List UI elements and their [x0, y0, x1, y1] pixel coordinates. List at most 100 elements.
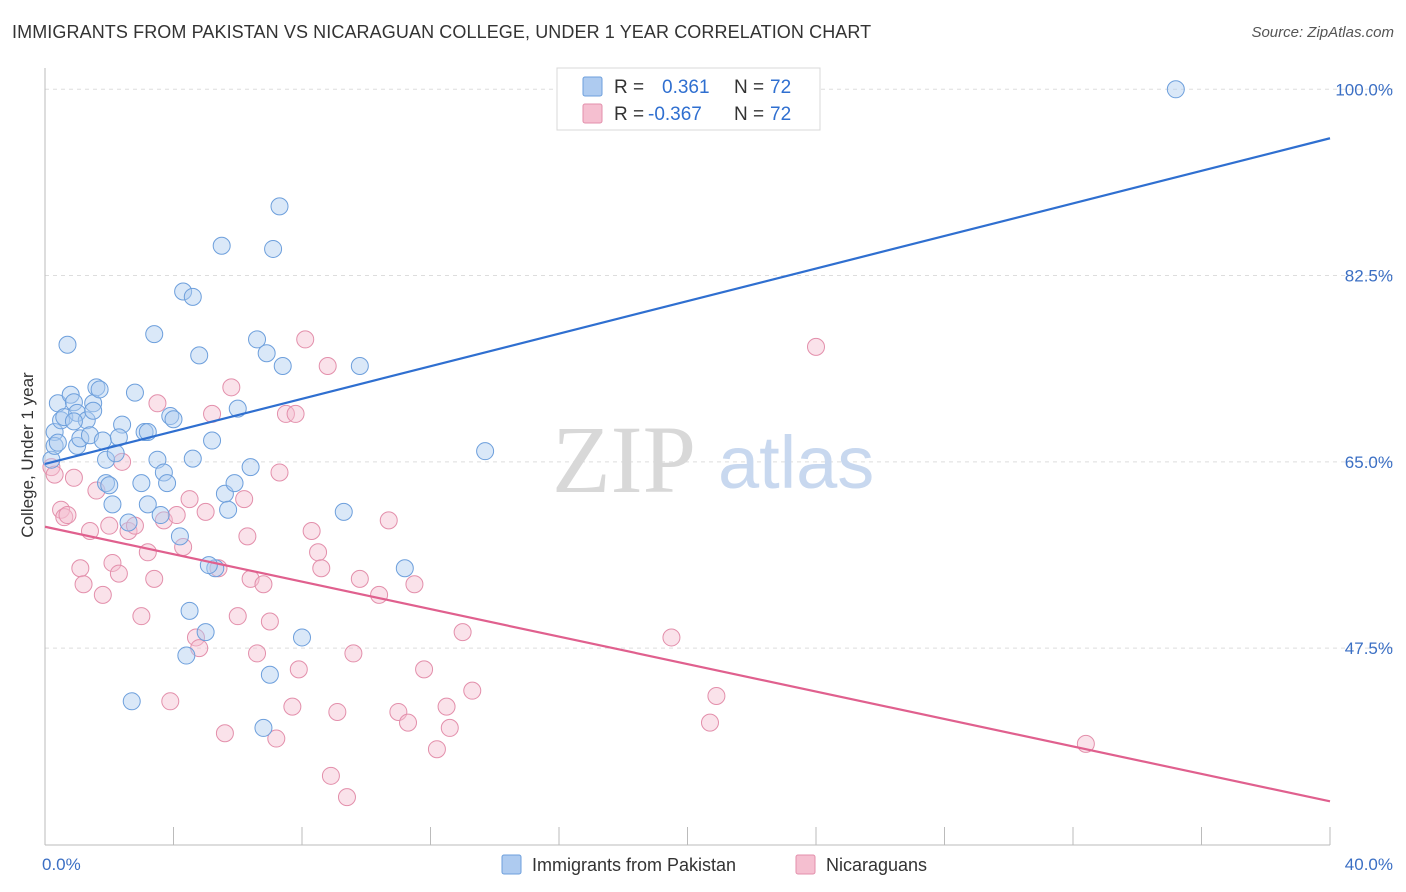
nicaraguan-point-62	[427, 740, 446, 759]
nicaraguan-point-65	[453, 623, 472, 642]
nicaraguan-point-28	[196, 502, 215, 521]
nicaraguan-point-13	[109, 564, 128, 583]
pakistan-point-6	[58, 335, 77, 354]
pakistan-point-58	[334, 502, 353, 521]
pakistan-point-39	[183, 449, 202, 468]
y-tick-label-2: 82.5%	[1345, 267, 1393, 286]
nicaraguan-point-12	[103, 553, 122, 572]
nicaraguan-point-55	[350, 569, 369, 588]
pakistan-point-52	[248, 330, 267, 349]
pakistan-point-40	[177, 646, 196, 665]
nicaraguan-point-39	[260, 612, 279, 631]
nicaraguans-points	[42, 330, 1095, 807]
nicaraguan-point-51	[321, 766, 340, 785]
pakistan-point-54	[260, 665, 279, 684]
nicaraguan-point-53	[337, 788, 356, 807]
pakistan-point-20	[103, 495, 122, 514]
nicaraguan-point-7	[74, 575, 93, 594]
pakistan-points	[42, 80, 1185, 737]
nicaraguan-point-45	[289, 660, 308, 679]
pakistan-point-24	[119, 513, 138, 532]
pakistan-point-43	[196, 623, 215, 642]
correlation-legend: R = 0.361 N = 72 R = -0.367 N = 72	[556, 67, 821, 131]
pakistan-point-4	[52, 411, 71, 430]
pakistan-point-50	[228, 399, 247, 418]
legend-r-value-2: -0.367	[648, 104, 702, 125]
nicaraguan-point-11	[100, 516, 119, 535]
legend-swatch-pink	[582, 103, 603, 124]
pakistan-point-62	[122, 692, 141, 711]
nicaraguan-trend-line	[44, 525, 1331, 803]
legend-r-value-1: 0.361	[662, 77, 710, 98]
bottom-legend-label-pakistan: Immigrants from Pakistan	[532, 855, 736, 875]
nicaraguan-point-17	[132, 607, 151, 626]
nicaraguan-point-20	[148, 394, 167, 413]
legend-r-label-2: R =	[614, 104, 644, 125]
nicaraguan-point-46	[296, 330, 315, 349]
nicaraguan-point-40	[267, 729, 286, 748]
pakistan-point-61	[476, 442, 495, 461]
pakistan-point-2	[45, 436, 64, 455]
nicaraguan-point-63	[437, 697, 456, 716]
nicaraguan-point-69	[707, 686, 726, 705]
nicaraguan-point-57	[379, 511, 398, 530]
pakistan-point-17	[93, 431, 112, 450]
nicaraguan-point-49	[312, 559, 331, 578]
nicaraguan-point-42	[276, 404, 295, 423]
pakistan-point-59	[350, 357, 369, 376]
legend-r-label-1: R =	[614, 77, 644, 98]
nicaraguan-point-19	[145, 569, 164, 588]
nicaraguan-point-56	[370, 585, 389, 604]
nicaraguan-point-31	[215, 724, 234, 743]
nicaraguan-point-32	[222, 378, 241, 397]
watermark-zip: ZIP	[552, 406, 696, 513]
pakistan-point-34	[161, 407, 180, 426]
nicaraguan-point-67	[662, 628, 681, 647]
pakistan-point-53	[257, 344, 276, 363]
pakistan-point-51	[241, 458, 260, 477]
y-tick-label-1: 65.0%	[1345, 453, 1393, 472]
nicaraguan-point-44	[286, 404, 305, 423]
pakistan-point-25	[125, 383, 144, 402]
nicaraguan-point-48	[309, 543, 328, 562]
y-tick-labels: 47.5% 65.0% 82.5% 100.0%	[1335, 80, 1393, 658]
legend-n-value-1: 72	[770, 77, 791, 98]
nicaraguan-point-26	[186, 628, 205, 647]
pakistan-point-26	[132, 474, 151, 493]
pakistan-point-19	[97, 474, 116, 493]
pakistan-point-37	[174, 282, 193, 301]
legend-n-label-2: N =	[734, 104, 764, 125]
pakistan-point-64	[84, 401, 103, 420]
pakistan-point-67	[100, 476, 119, 495]
pakistan-point-33	[158, 474, 177, 493]
nicaraguan-point-33	[228, 607, 247, 626]
series-legend: Immigrants from Pakistan Nicaraguans	[501, 854, 927, 875]
nicaraguan-point-5	[64, 468, 83, 487]
source-label: Source: ZipAtlas.com	[1251, 24, 1394, 41]
nicaraguan-point-3	[55, 508, 74, 527]
pakistan-point-41	[180, 601, 199, 620]
watermark: ZIP atlas	[552, 406, 874, 513]
x-tick-labels: 0.0% 40.0%	[42, 855, 1393, 874]
legend-swatch-blue	[582, 76, 603, 97]
pakistan-point-15	[87, 378, 106, 397]
nicaraguan-point-10	[93, 585, 112, 604]
trend-lines	[44, 137, 1331, 803]
pakistan-point-12	[77, 411, 96, 430]
nicaraguan-point-68	[700, 713, 719, 732]
pakistan-point-36	[170, 527, 189, 546]
nicaraguan-point-6	[71, 559, 90, 578]
pakistan-point-8	[64, 393, 83, 412]
y-tick-label-3: 100.0%	[1335, 80, 1393, 99]
nicaraguan-point-60	[405, 575, 424, 594]
chart-title: IMMIGRANTS FROM PAKISTAN VS NICARAGUAN C…	[12, 22, 872, 42]
pakistan-point-48	[219, 500, 238, 519]
nicaraguan-point-34	[235, 490, 254, 509]
pakistan-point-16	[90, 380, 109, 399]
nicaraguan-point-47	[302, 522, 321, 541]
nicaraguan-point-64	[440, 718, 459, 737]
pakistan-point-38	[183, 287, 202, 306]
pakistan-point-66	[64, 412, 83, 431]
y-axis-title: College, Under 1 year	[18, 372, 37, 538]
nicaraguan-point-25	[180, 490, 199, 509]
